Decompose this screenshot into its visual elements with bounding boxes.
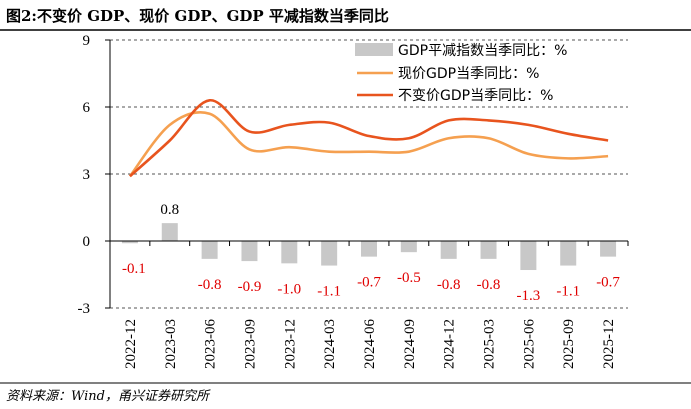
chart-title: 图2:不变价 GDP、现价 GDP、GDP 平减指数当季同比 — [6, 7, 389, 25]
y-tick-label: 9 — [83, 33, 91, 49]
y-tick-label: 0 — [83, 234, 91, 250]
deflator-bar — [201, 241, 218, 259]
deflator-bar — [560, 241, 577, 266]
x-tick-label: 2023-09 — [242, 319, 258, 369]
bar-data-label: -0.9 — [238, 279, 262, 295]
deflator-bar — [520, 241, 537, 271]
bar-data-label: -0.8 — [477, 277, 501, 293]
deflator-bar — [161, 223, 178, 241]
source-note: 资料来源：Wind，甬兴证券研究所 — [6, 388, 211, 404]
x-tick-label: 2025-03 — [482, 319, 498, 369]
deflator-bar — [241, 241, 258, 262]
x-tick-label: 2022-12 — [123, 319, 139, 369]
deflator-bar — [321, 241, 338, 266]
bar-data-label: -1.1 — [317, 284, 341, 300]
bar-data-label: -0.5 — [397, 270, 421, 286]
nominal-gdp-line — [128, 110, 609, 178]
x-tick-label: 2024-12 — [442, 319, 458, 369]
real-gdp-line — [129, 99, 609, 178]
deflator-bar — [281, 241, 298, 264]
y-tick-label: 3 — [83, 167, 91, 183]
y-tick-label: -3 — [78, 301, 91, 317]
x-tick-label: 2024-09 — [402, 319, 418, 369]
x-tick-label: 2025-06 — [521, 319, 537, 369]
bar-data-label: -1.0 — [277, 281, 301, 297]
legend-label-nominal: 现价GDP当季同比：% — [398, 66, 539, 82]
bar-data-label: -0.1 — [122, 261, 146, 277]
x-tick-label: 2023-12 — [282, 319, 298, 369]
x-tick-label: 2024-06 — [362, 319, 378, 369]
bar-data-label: -1.1 — [556, 284, 580, 300]
deflator-bar — [361, 241, 377, 257]
bar-data-label: -0.8 — [437, 277, 461, 293]
deflator-bar — [400, 241, 417, 253]
bar-data-label: 0.8 — [160, 202, 179, 218]
legend-swatch-deflator — [355, 43, 393, 56]
x-tick-label: 2024-03 — [322, 319, 338, 369]
bar-labels: -0.10.8-0.8 -0.9 -1.0 -1.1-0.7 -0.5 -0.8 -0.8-… — [122, 202, 620, 304]
axes: 9 6 3 0 -3 2022-12 2023-03 2023-06 2023-09 2023-1… — [78, 33, 629, 369]
bar-data-label: -1.3 — [517, 288, 541, 304]
gridlines — [110, 39, 628, 309]
gdp-lines — [128, 99, 609, 178]
legend: GDP平减指数当季同比：% 现价GDP当季同比：% 不变价GDP当季同比：% — [355, 43, 567, 104]
deflator-bar — [600, 241, 617, 257]
deflator-bar — [480, 241, 497, 259]
x-tick-label: 2025-12 — [601, 319, 617, 369]
bar-data-label: -0.7 — [357, 275, 381, 291]
legend-label-deflator: GDP平减指数当季同比：% — [398, 43, 567, 59]
deflator-bars — [121, 223, 617, 271]
x-tick-label: 2023-03 — [163, 319, 179, 369]
legend-label-real: 不变价GDP当季同比：% — [398, 88, 553, 104]
x-tick-label: 2025-09 — [561, 319, 577, 369]
bar-data-label: -0.8 — [198, 277, 222, 293]
x-tick-label: 2023-06 — [203, 319, 219, 369]
bar-data-label: -0.7 — [596, 275, 620, 291]
deflator-bar — [121, 241, 138, 244]
y-tick-label: 6 — [83, 100, 91, 116]
deflator-bar — [440, 241, 457, 259]
